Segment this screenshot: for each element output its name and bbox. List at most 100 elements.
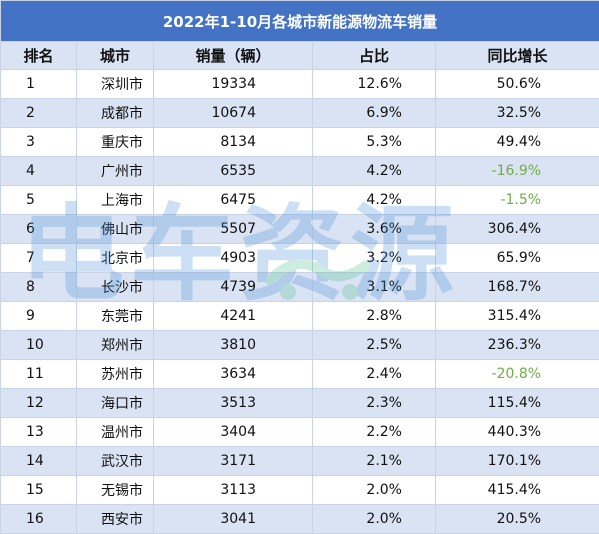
table-title: 2022年1-10月各城市新能源物流车销量: [1, 1, 599, 42]
rank-cell: 5: [1, 186, 77, 215]
header-share: 占比: [313, 42, 436, 70]
header-rank: 排名: [1, 42, 77, 70]
yoy-cell: 65.9%: [436, 244, 599, 273]
rank-cell: 4: [1, 157, 77, 186]
share-cell: 3.2%: [313, 244, 436, 273]
sales-cell: 3113: [154, 476, 313, 505]
share-cell: 2.0%: [313, 476, 436, 505]
sales-cell: 6535: [154, 157, 313, 186]
sales-cell: 19334: [154, 70, 313, 99]
yoy-cell: 306.4%: [436, 215, 599, 244]
share-cell: 2.3%: [313, 389, 436, 418]
sales-cell: 3513: [154, 389, 313, 418]
header-city: 城市: [77, 42, 154, 70]
yoy-cell: 115.4%: [436, 389, 599, 418]
rank-cell: 6: [1, 215, 77, 244]
city-cell: 海口市: [77, 389, 154, 418]
sales-cell: 3634: [154, 360, 313, 389]
city-cell: 长沙市: [77, 273, 154, 302]
share-cell: 2.1%: [313, 447, 436, 476]
yoy-cell: -1.5%: [436, 186, 599, 215]
rank-cell: 15: [1, 476, 77, 505]
sales-cell: 4241: [154, 302, 313, 331]
yoy-cell: -20.8%: [436, 360, 599, 389]
sales-cell: 3041: [154, 505, 313, 534]
rank-cell: 11: [1, 360, 77, 389]
share-cell: 12.6%: [313, 70, 436, 99]
city-cell: 重庆市: [77, 128, 154, 157]
yoy-cell: 440.3%: [436, 418, 599, 447]
city-cell: 佛山市: [77, 215, 154, 244]
rank-cell: 14: [1, 447, 77, 476]
rank-cell: 7: [1, 244, 77, 273]
yoy-cell: -16.9%: [436, 157, 599, 186]
share-cell: 4.2%: [313, 186, 436, 215]
yoy-cell: 49.4%: [436, 128, 599, 157]
rank-cell: 3: [1, 128, 77, 157]
city-cell: 深圳市: [77, 70, 154, 99]
header-sales: 销量（辆）: [154, 42, 313, 70]
share-cell: 2.4%: [313, 360, 436, 389]
rank-cell: 10: [1, 331, 77, 360]
rank-cell: 1: [1, 70, 77, 99]
rank-cell: 16: [1, 505, 77, 534]
share-cell: 4.2%: [313, 157, 436, 186]
yoy-cell: 315.4%: [436, 302, 599, 331]
sales-cell: 8134: [154, 128, 313, 157]
city-cell: 温州市: [77, 418, 154, 447]
city-cell: 无锡市: [77, 476, 154, 505]
city-cell: 西安市: [77, 505, 154, 534]
sales-cell: 6475: [154, 186, 313, 215]
city-cell: 成都市: [77, 99, 154, 128]
city-cell: 上海市: [77, 186, 154, 215]
yoy-cell: 32.5%: [436, 99, 599, 128]
header-row: 排名 城市 销量（辆） 占比 同比增长: [1, 42, 599, 70]
city-cell: 苏州市: [77, 360, 154, 389]
sales-cell: 10674: [154, 99, 313, 128]
share-cell: 3.6%: [313, 215, 436, 244]
city-cell: 武汉市: [77, 447, 154, 476]
yoy-cell: 20.5%: [436, 505, 599, 534]
rank-cell: 2: [1, 99, 77, 128]
yoy-cell: 50.6%: [436, 70, 599, 99]
yoy-cell: 415.4%: [436, 476, 599, 505]
rank-cell: 8: [1, 273, 77, 302]
city-cell: 东莞市: [77, 302, 154, 331]
share-cell: 6.9%: [313, 99, 436, 128]
rank-cell: 12: [1, 389, 77, 418]
sales-cell: 4739: [154, 273, 313, 302]
share-cell: 2.0%: [313, 505, 436, 534]
yoy-cell: 168.7%: [436, 273, 599, 302]
rank-cell: 9: [1, 302, 77, 331]
yoy-cell: 236.3%: [436, 331, 599, 360]
yoy-cell: 170.1%: [436, 447, 599, 476]
sales-cell: 3171: [154, 447, 313, 476]
city-cell: 北京市: [77, 244, 154, 273]
city-cell: 广州市: [77, 157, 154, 186]
sales-cell: 3404: [154, 418, 313, 447]
share-cell: 2.8%: [313, 302, 436, 331]
share-cell: 5.3%: [313, 128, 436, 157]
share-cell: 3.1%: [313, 273, 436, 302]
rank-cell: 13: [1, 418, 77, 447]
sales-cell: 5507: [154, 215, 313, 244]
